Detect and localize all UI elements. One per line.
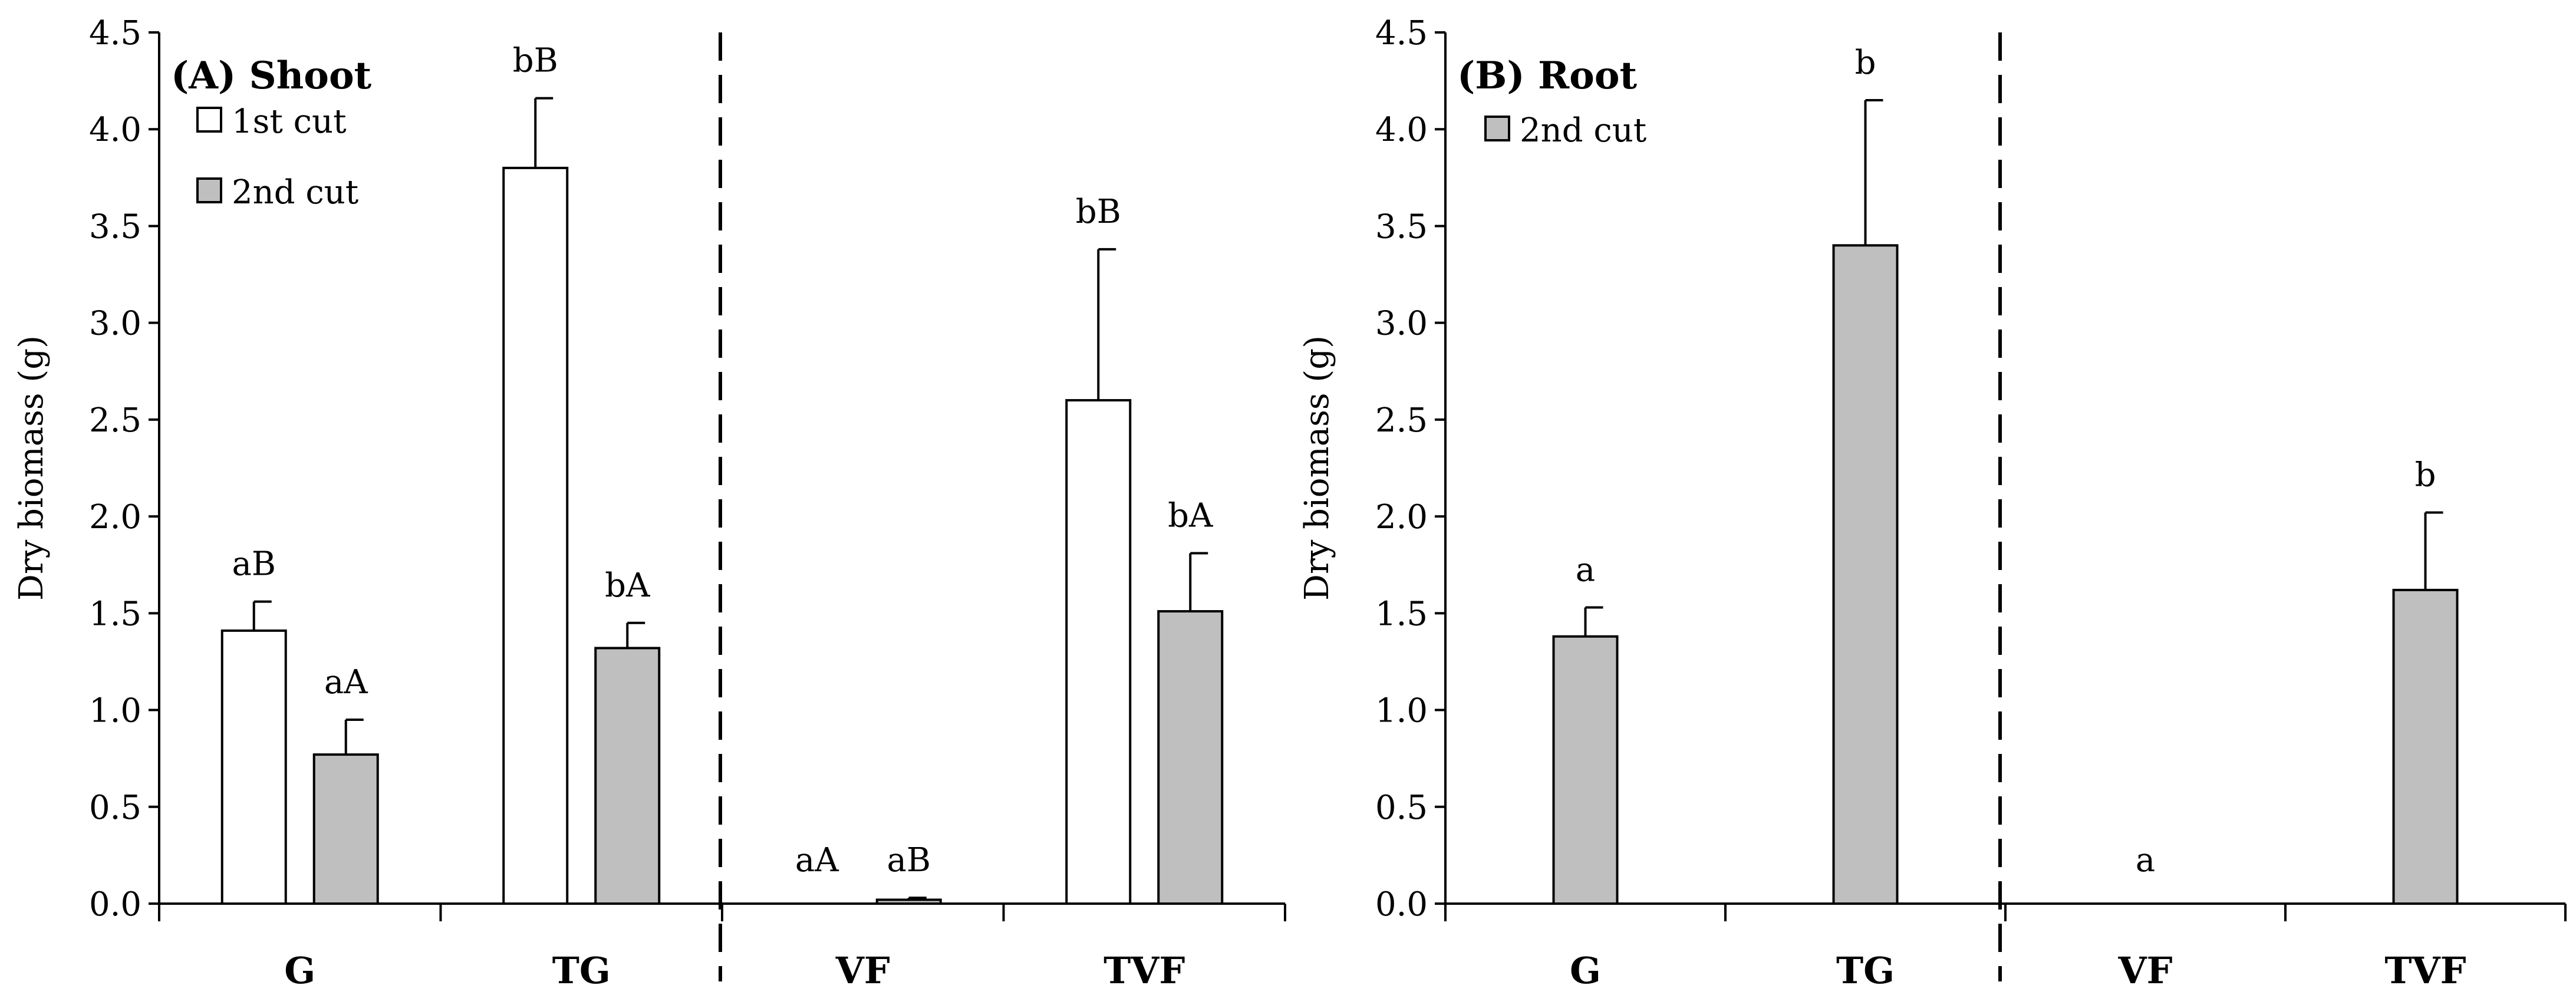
category-label: TG xyxy=(552,949,611,992)
y-tick-label: 2.5 xyxy=(89,401,141,440)
legend-swatch xyxy=(1484,116,1510,141)
bar xyxy=(1552,635,1619,905)
y-tick-label: 4.5 xyxy=(89,14,141,52)
y-tick-label: 0.5 xyxy=(1375,789,1428,827)
significance-label: aB xyxy=(232,545,276,584)
significance-label: bB xyxy=(1076,193,1121,231)
y-tick-label: 4.0 xyxy=(1375,111,1428,149)
y-tick-label: 2.0 xyxy=(1375,498,1428,536)
bar xyxy=(220,629,287,905)
panel-title: (A) Shoot xyxy=(171,54,372,98)
y-tick-label: 2.0 xyxy=(89,498,141,536)
significance-label: b xyxy=(1855,44,1876,82)
category-label: G xyxy=(284,949,315,992)
category-label: TG xyxy=(1836,949,1895,992)
bar xyxy=(1157,610,1224,905)
y-tick-label: 0.5 xyxy=(89,789,141,827)
legend-label: 2nd cut xyxy=(232,173,359,212)
y-tick-label: 3.5 xyxy=(1375,207,1428,246)
legend-label: 1st cut xyxy=(232,103,347,141)
category-label: VF xyxy=(835,949,890,992)
y-axis-title: Dry biomass (g) xyxy=(1298,335,1336,601)
category-label: G xyxy=(1570,949,1601,992)
y-tick-label: 4.0 xyxy=(89,111,141,149)
category-label: VF xyxy=(2117,949,2172,992)
bar xyxy=(594,647,661,905)
y-tick-label: 3.5 xyxy=(89,207,141,246)
significance-label: aB xyxy=(887,841,931,879)
category-label: TVF xyxy=(1103,949,1185,992)
y-tick-label: 4.5 xyxy=(1375,14,1428,52)
y-tick-label: 1.5 xyxy=(1375,595,1428,633)
significance-label: aA xyxy=(795,841,839,879)
legend-swatch xyxy=(196,107,222,133)
y-tick-label: 2.5 xyxy=(1375,401,1428,440)
bar xyxy=(875,898,942,905)
y-tick-label: 0.0 xyxy=(1375,885,1428,924)
bar xyxy=(1065,399,1132,905)
y-tick-label: 3.0 xyxy=(89,305,141,343)
y-tick-label: 1.0 xyxy=(1375,692,1428,730)
significance-label: a xyxy=(1576,551,1595,589)
y-tick-label: 3.0 xyxy=(1375,305,1428,343)
y-tick-label: 1.0 xyxy=(89,692,141,730)
y-tick-label: 0.0 xyxy=(89,885,141,924)
bar xyxy=(2392,588,2459,905)
category-label: TVF xyxy=(2384,949,2466,992)
significance-label: bB xyxy=(513,42,558,80)
legend-swatch xyxy=(196,177,222,203)
bar xyxy=(1832,244,1899,905)
y-axis-title: Dry biomass (g) xyxy=(12,335,51,601)
significance-label: bA xyxy=(1168,497,1213,535)
legend-label: 2nd cut xyxy=(1520,111,1647,150)
significance-label: b xyxy=(2415,456,2436,495)
bar xyxy=(502,166,569,905)
significance-label: bA xyxy=(605,566,650,605)
y-tick-label: 1.5 xyxy=(89,595,141,633)
significance-label: aA xyxy=(324,663,368,701)
significance-label: a xyxy=(2136,841,2155,879)
bar xyxy=(312,753,379,905)
panel-title: (B) Root xyxy=(1457,54,1638,98)
